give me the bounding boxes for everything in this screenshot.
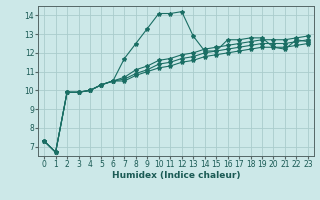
X-axis label: Humidex (Indice chaleur): Humidex (Indice chaleur) [112, 171, 240, 180]
